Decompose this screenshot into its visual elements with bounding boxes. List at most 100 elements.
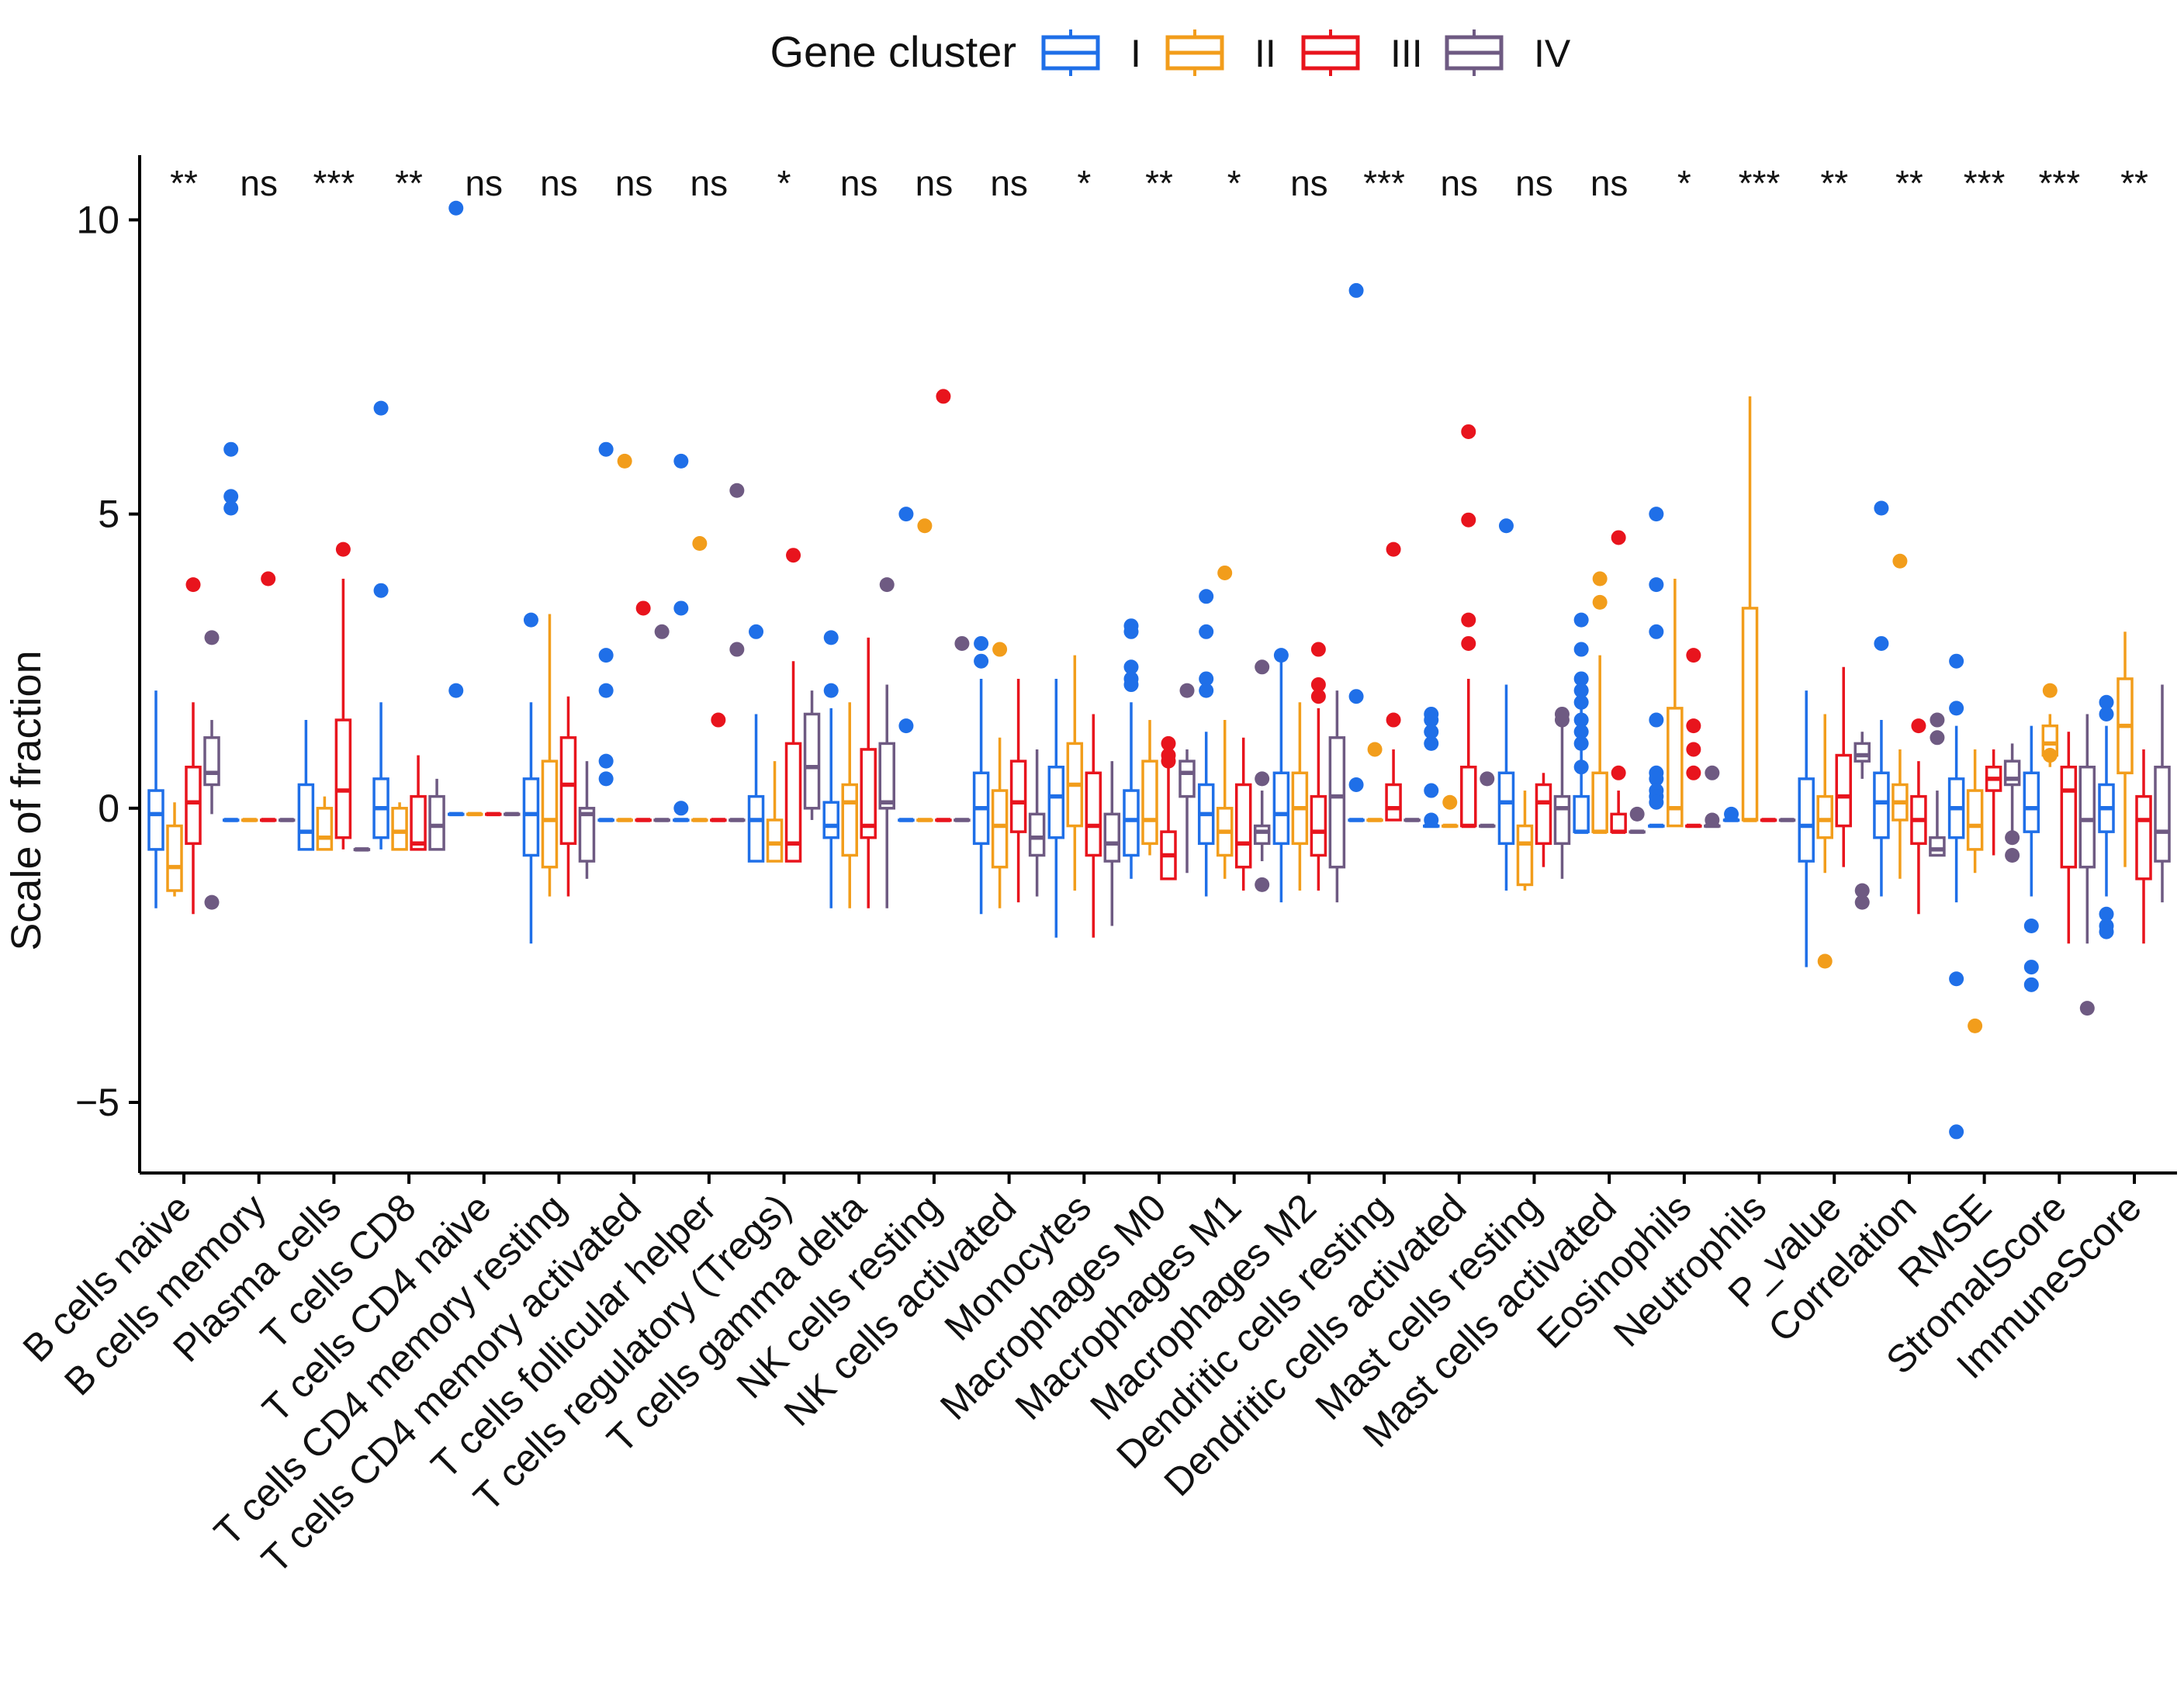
box-cluster-ii: [991, 642, 1009, 908]
box-cluster-i: [372, 400, 389, 849]
outlier-point: [1161, 735, 1176, 751]
box-cluster-iii: [485, 811, 502, 817]
box-cluster-ii: [766, 761, 784, 863]
box-cluster-iv: [203, 630, 220, 910]
outlier-point: [1686, 765, 1701, 780]
box-iqr: [147, 789, 164, 851]
outlier-point: [1348, 689, 1364, 704]
box-iqr: [1103, 812, 1121, 863]
box-iqr: [1460, 765, 1477, 828]
significance-label: **: [2120, 163, 2148, 203]
box-cluster-iii: [410, 755, 427, 851]
box-cluster-ii: [316, 796, 334, 851]
outlier-point: [373, 400, 389, 416]
box-cluster-ii: [1442, 794, 1459, 829]
box-cluster-iv: [878, 577, 895, 908]
box-cluster-iv: [353, 847, 371, 852]
box-cluster-i: [1348, 282, 1365, 822]
box-cluster-iv: [1853, 732, 1871, 910]
significance-label: ***: [1739, 163, 1781, 203]
category-group: **: [1798, 163, 1871, 969]
outlier-point: [1649, 771, 1664, 787]
outlier-point: [1611, 765, 1626, 780]
box-cluster-ii: [1667, 579, 1684, 828]
box-cluster-iv: [1328, 690, 1346, 903]
box-cluster-iv: [1704, 765, 1721, 829]
box-iqr: [1328, 736, 1346, 869]
box-iqr: [1835, 753, 1852, 828]
box-cluster-ii: [391, 802, 408, 851]
outlier-point: [1930, 730, 1945, 746]
significance-label: ns: [540, 163, 578, 203]
outlier-point: [1949, 1124, 1964, 1140]
outlier-point: [598, 771, 614, 787]
outlier-point: [1968, 1018, 1983, 1033]
outlier-point: [2099, 694, 2114, 710]
outlier-point: [974, 635, 989, 651]
outlier-point: [1854, 894, 1870, 910]
category-group: ns: [1272, 163, 1346, 903]
y-tick-label: 10: [76, 198, 119, 241]
outlier-point: [1874, 500, 1889, 516]
box-iqr: [1123, 789, 1140, 857]
outlier-point: [1911, 718, 1926, 734]
outlier-point: [2023, 977, 2039, 992]
box-cluster-ii: [1816, 714, 1833, 969]
box-cluster-iii: [1385, 542, 1402, 822]
legend-item-i: I: [1041, 29, 1141, 76]
outlier-point: [1573, 671, 1589, 687]
outlier-point: [729, 483, 745, 498]
box-cluster-ii: [1892, 553, 1909, 879]
box-iqr: [2154, 765, 2171, 863]
outlier-point: [1649, 624, 1664, 639]
box-cluster-iii: [1760, 818, 1777, 822]
significance-label: ns: [840, 163, 878, 203]
box-iqr: [1497, 771, 1515, 846]
outlier-point: [1573, 759, 1589, 775]
category-group: *: [1197, 163, 1271, 897]
box-iqr: [1667, 707, 1684, 828]
box-iqr: [1085, 771, 1102, 857]
box-cluster-i: [597, 441, 614, 822]
outlier-point: [1649, 507, 1664, 522]
box-cluster-ii: [1516, 791, 1534, 891]
outlier-point: [1179, 683, 1195, 698]
outlier-point: [1386, 542, 1401, 557]
box-cluster-iv: [428, 778, 445, 851]
box-cluster-iii: [1009, 678, 1027, 903]
outlier-point: [1817, 953, 1833, 969]
legend: Gene cluster I II III IV: [770, 27, 1571, 76]
box-cluster-i: [1423, 706, 1440, 829]
outlier-point: [373, 583, 389, 598]
box-cluster-iii: [1310, 642, 1327, 891]
outlier-point: [2023, 918, 2039, 933]
category-group: ns: [822, 163, 895, 908]
outlier-point: [1686, 648, 1701, 663]
box-iqr: [766, 818, 784, 863]
outlier-point: [1554, 712, 1570, 728]
significance-label: **: [395, 163, 423, 203]
box-iqr: [803, 712, 821, 810]
category-group: *: [1648, 163, 1721, 829]
box-cluster-i: [2098, 694, 2115, 939]
outlier-point: [898, 507, 914, 522]
category-group: ns: [222, 163, 296, 822]
outlier-point: [448, 683, 464, 698]
outlier-point: [1123, 624, 1139, 639]
box-cluster-i: [1648, 507, 1665, 829]
outlier-point: [1273, 648, 1289, 663]
outlier-point: [879, 577, 895, 593]
outlier-point: [1424, 812, 1439, 828]
outlier-point: [1629, 806, 1645, 822]
box-iqr: [559, 736, 577, 846]
box-iqr: [1591, 771, 1608, 833]
outlier-point: [1424, 735, 1439, 751]
outlier-point: [749, 624, 764, 639]
significance-label: ***: [2038, 163, 2080, 203]
box-cluster-iii: [710, 712, 727, 822]
outlier-point: [1199, 683, 1214, 698]
outlier-point: [1930, 712, 1945, 728]
